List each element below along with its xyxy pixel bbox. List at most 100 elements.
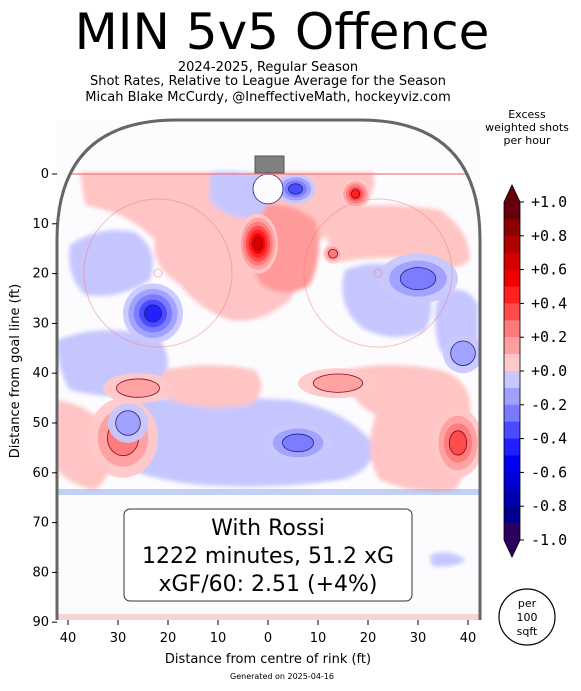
x-tick-label: 30 [110,631,127,646]
unit-badge-line-2: 100 [517,611,538,624]
colorbar-tick-label: -1.0 [531,531,567,549]
heatmap-region-right-positive [326,205,470,268]
colorbar-segment [504,286,520,304]
generated-footer: Generated on 2025-04-16 [230,672,334,681]
hotspot-11-level-4 [448,430,468,456]
x-tick-label: 40 [60,631,77,646]
y-tick-label: 60 [32,466,49,481]
hotspot-8-level-2 [312,373,364,393]
faceoff-dot-left [153,268,163,278]
colorbar-extend-max [504,185,520,202]
unit-badge [498,588,556,646]
heatmap-layer [57,171,480,620]
unit-badge-line-3: sqft [517,625,538,638]
y-tick-label: 50 [32,416,49,431]
y-tick-label: 20 [32,267,49,282]
y-tick-label: 40 [32,366,49,381]
annotation-minutes-xg: 1222 minutes, 51.2 xG [142,544,394,569]
colorbar-tick-label: -0.4 [531,430,567,448]
colorbar-segment [504,354,520,372]
colorbar-title-line-3: per hour [503,134,551,147]
colorbar-segment [504,404,520,423]
heatmap-region-top-left-positive [150,174,206,229]
annotation-xgf60: xGF/60: 2.51 (+4%) [158,572,377,597]
colorbar-title-line-1: Excess [508,108,546,121]
annotation-linemate: With Rossi [211,516,325,541]
y-tick-label: 90 [32,615,49,630]
y-tick-label: 80 [32,565,49,580]
hotspot-3-level-7 [253,237,263,251]
x-tick-label: 0 [264,631,272,646]
colorbar-segment [504,269,520,287]
colorbar-segment [504,320,520,338]
colorbar-tick-label: +0.2 [531,328,567,346]
chart-subtitle-season: 2024-2025, Regular Season [177,60,359,75]
colorbar-tick-label: -0.8 [531,497,567,515]
colorbar-segment [504,303,520,321]
colorbar-tick-label: +0.6 [531,261,567,279]
colorbar-segment [504,472,520,490]
blue-line [57,489,480,495]
hotspot-1-level-4 [288,183,303,195]
x-tick-label: 30 [410,631,427,646]
y-tick-label: 0 [41,167,49,182]
colorbar-segment [504,337,520,355]
hotspot-0-level-5 [350,189,361,199]
colorbar-segment [504,252,520,270]
colorbar-tick-label: -0.2 [531,396,567,414]
chart-title: MIN 5v5 Offence [74,3,490,61]
colorbar-tick-label: +0.8 [531,227,567,245]
colorbar-segment [504,218,520,237]
colorbar-segment [504,235,520,254]
faceoff-circle-left [83,198,233,348]
heatmap-region-left-negative [69,230,153,296]
colorbar-title-line-2: weighted shots [485,121,569,134]
x-tick-label: 10 [310,631,327,646]
hotspot-9-level-2 [116,378,160,398]
chart-subtitle-metric: Shot Rates, Relative to League Average f… [89,74,447,89]
x-tick-label: 10 [210,631,227,646]
colorbar-segment [504,371,520,389]
colorbar-segment [504,506,520,524]
x-tick-label: 20 [160,631,177,646]
colorbar-segment [504,438,520,456]
hotspot-5-level-3 [399,267,437,291]
y-axis-label: Distance from goal line (ft) [8,284,23,458]
hotspot-4-level-3 [328,248,338,259]
unit-badge-line-1: per [518,597,537,610]
colorbar-segment [504,202,520,220]
y-tick-label: 10 [32,217,49,232]
colorbar-tick-label: +0.4 [531,294,567,312]
colorbar-segment [504,489,520,507]
x-tick-label: 40 [460,631,477,646]
colorbar-segment [504,523,520,541]
y-axis: 0 10 20 30 40 50 60 70 80 90 [32,167,57,630]
goal-net [254,155,285,174]
heatmap-region-middle-negative [112,397,372,487]
faceoff-dot-right [373,268,383,278]
colorbar-segment [504,421,520,439]
annotation-box [123,508,413,602]
colorbar-tick-label: -0.6 [531,463,567,481]
y-tick-label: 30 [32,316,49,331]
colorbar [503,184,521,558]
hotspot-13-level-2 [115,410,141,436]
y-tick-label: 70 [32,516,49,531]
heatmap-hotspots [88,173,480,478]
rink-boards [55,118,482,620]
centre-red-line [57,614,480,620]
faceoff-circle-right [303,198,453,348]
x-axis: 40 30 20 10 0 10 20 30 40 [60,620,477,646]
colorbar-title: Excess weighted shots per hour [478,108,576,147]
colorbar-ticks: +1.0 +0.8 +0.6 +0.4 +0.2 +0.0 -0.2 -0.4 -0.6 -0.8… [520,193,567,549]
x-tick-label: 20 [360,631,377,646]
hotspot-7-level-2 [450,340,476,366]
hotspot-10-level-3 [282,433,314,453]
heatmap-region-mid-positive [161,365,262,408]
hotspot-2-level-1 [252,173,284,205]
x-axis-label: Distance from centre of rink (ft) [165,652,371,667]
colorbar-segment [504,387,520,406]
colorbar-extend-min [504,540,520,557]
hotspot-6-level-5 [144,304,162,323]
